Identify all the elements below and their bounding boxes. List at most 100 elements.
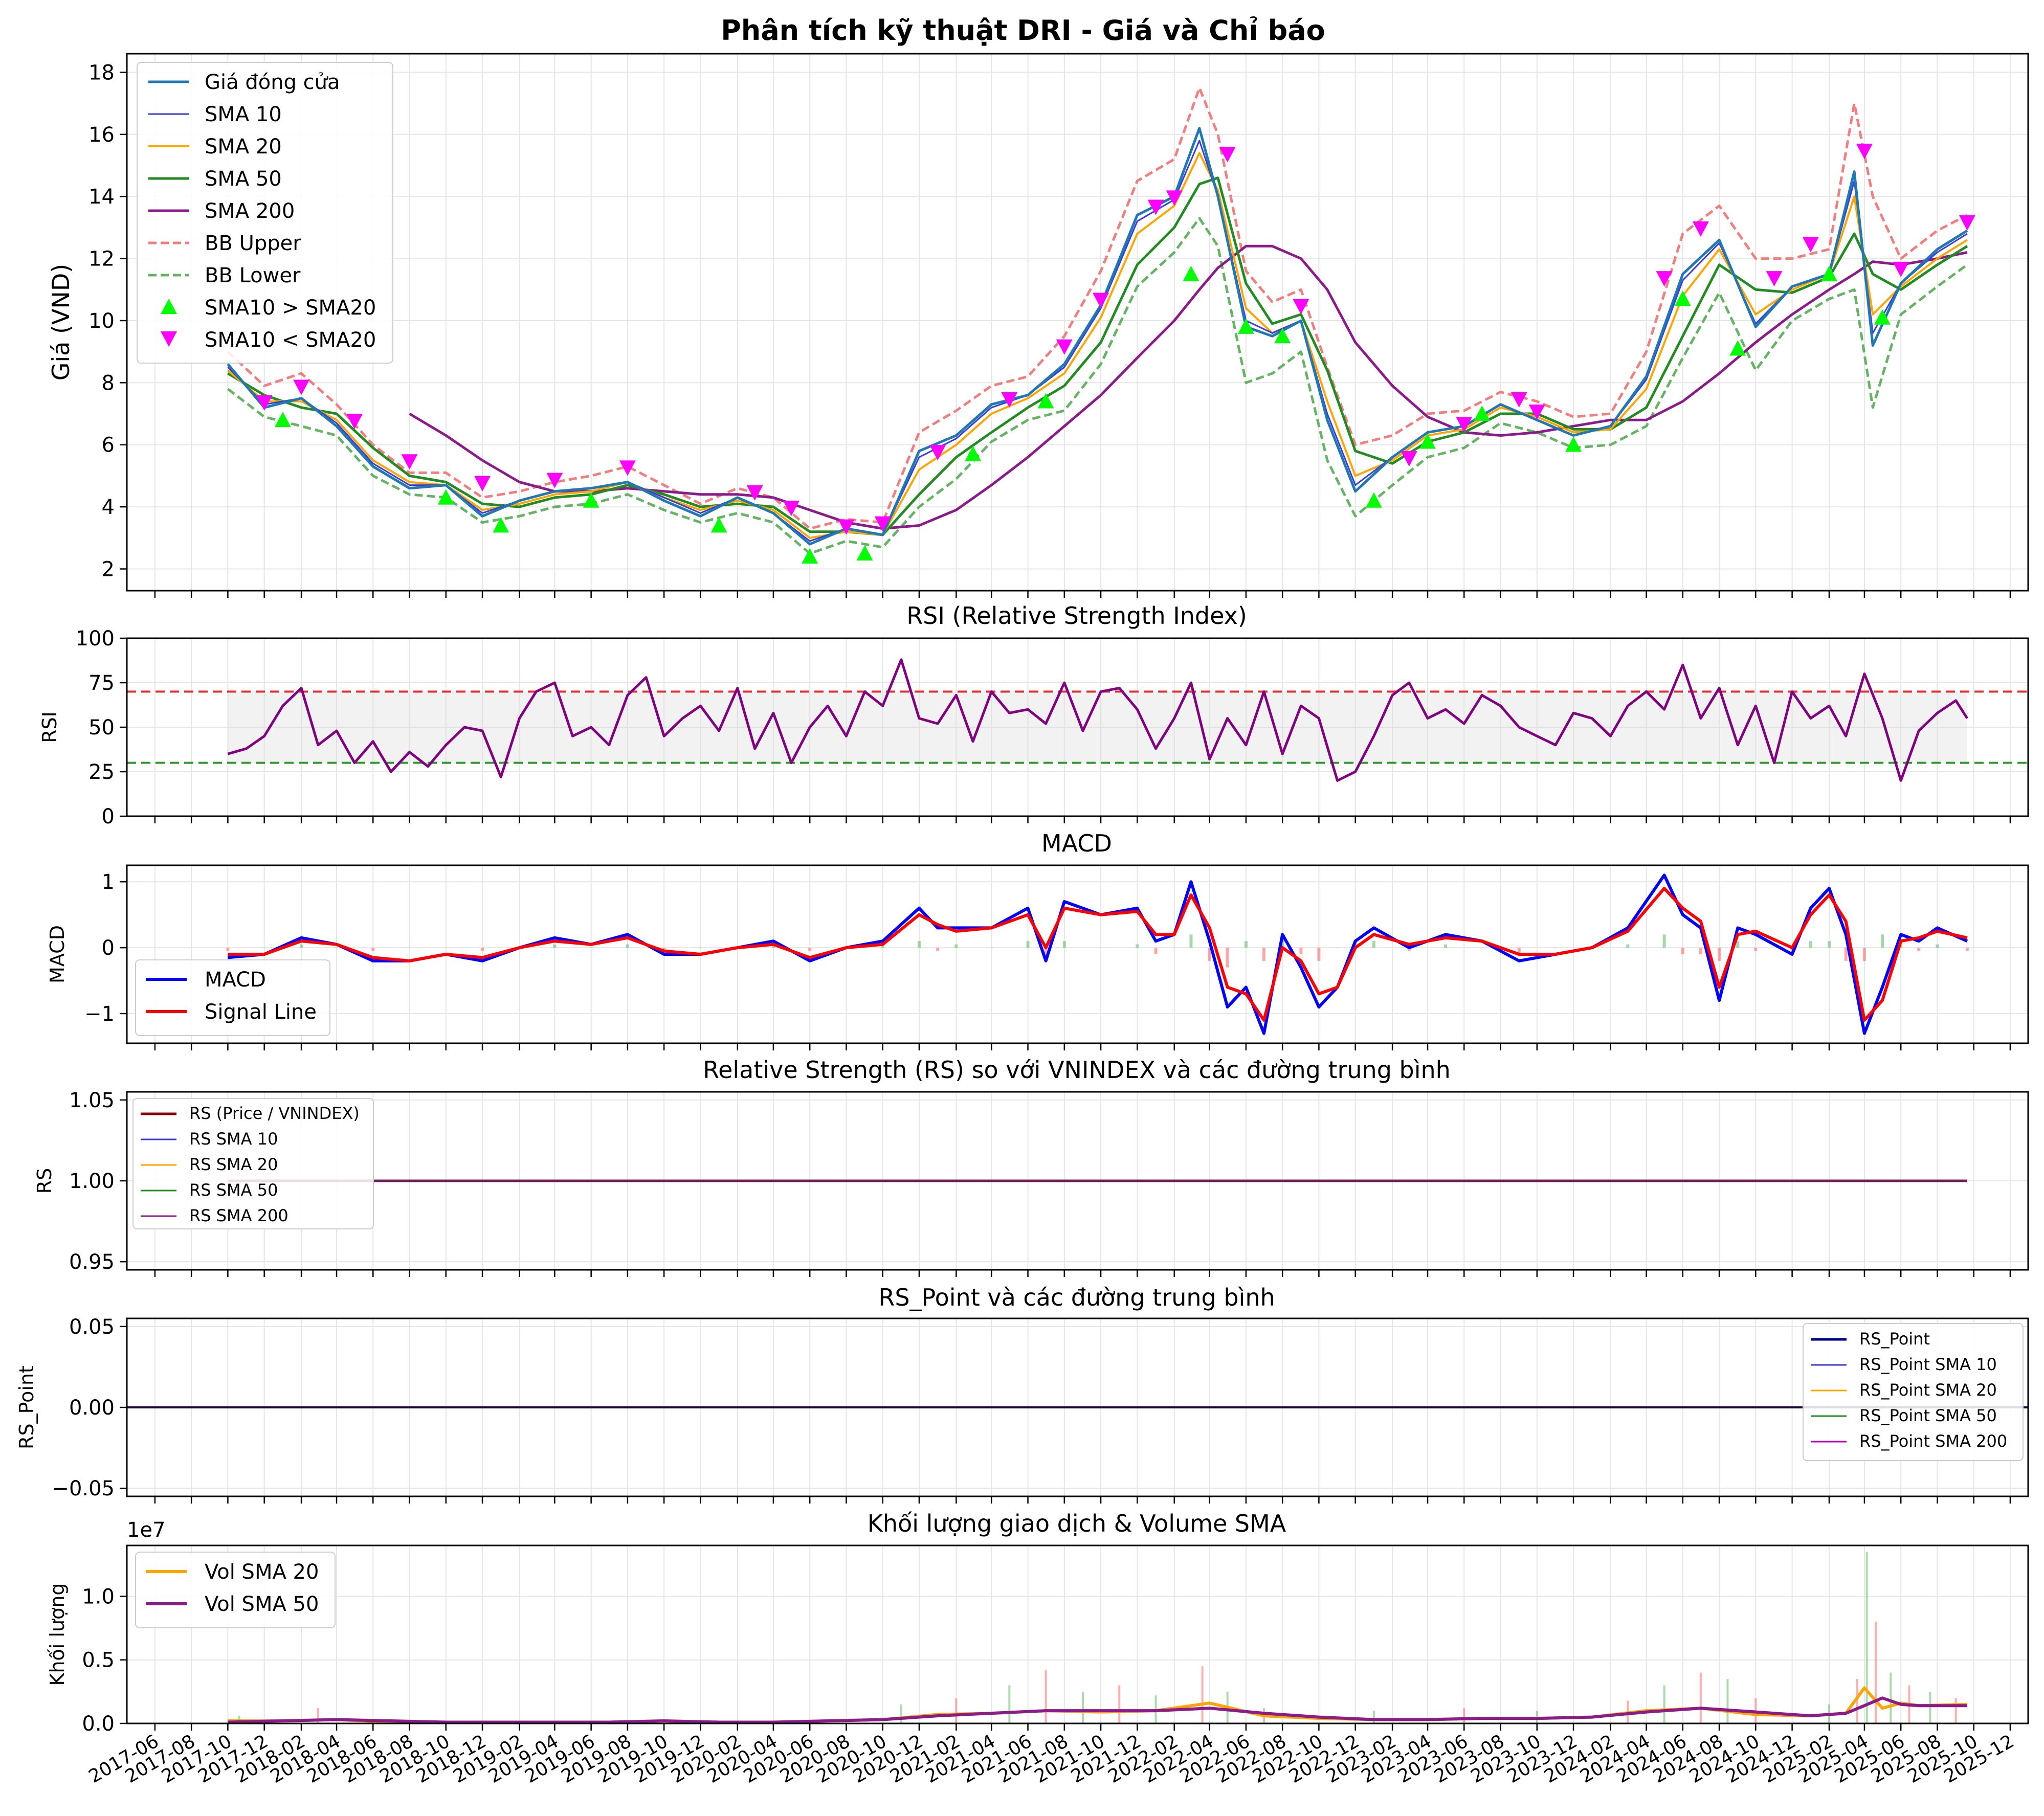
sell-signal-marker [1147,199,1164,215]
sell-signal-marker [401,454,418,470]
buy-signal-marker [1274,328,1291,344]
macd-histogram-bar [1718,948,1721,961]
legend-rs-point-sma10: RS_Point SMA 10 [1859,1355,1997,1374]
macd-histogram-bar [371,948,375,951]
volume-panel: Khối lượng giao dịch & Volume SMA 1e7 0.… [46,1510,2029,1736]
legend-bb-upper: BB Upper [205,232,301,255]
volume-bar [1890,1672,1892,1723]
sell-signal-marker [546,473,563,488]
series-bb-lower [227,217,1968,555]
legend-sma20: SMA 20 [205,135,282,159]
macd-histogram-bar [1262,948,1265,961]
buy-signal-marker [1237,318,1254,334]
y-tick-label: 50 [88,716,115,739]
sell-signal-marker [1293,299,1309,315]
y-tick-label: 0 [102,805,115,828]
sell-signal-marker [474,476,491,491]
volume-bar [1954,1698,1957,1723]
macd-histogram-bar [1917,948,1921,951]
volume-bar [1082,1691,1084,1723]
buy-signal-marker [965,445,982,461]
legend-rs-point-sma20: RS_Point SMA 20 [1859,1380,1997,1400]
macd-histogram-bar [553,944,557,948]
rsi-ylabel: RSI [38,711,61,743]
macd-histogram-bar [1317,948,1321,961]
macd-histogram-bar [1062,941,1066,948]
rs-title: Relative Strength (RS) so với VNINDEX và… [703,1056,1451,1084]
series-macd [228,873,1968,1035]
y-tick-label: 1.0 [82,1585,115,1608]
rsi-title: RSI (Relative Strength Index) [906,602,1247,630]
y-tick-label: 14 [88,185,115,209]
buy-signal-marker [1674,290,1691,306]
buy-signal-marker [274,411,291,427]
volume-bar [1726,1679,1729,1723]
macd-histogram-bar [917,941,921,948]
macd-histogram-bar [1026,941,1030,948]
sell-signal-marker [1959,215,1975,231]
price-panel: 2 4 6 8 10 12 14 16 18 Giá (VND) Giá đóng cửa SM… [47,53,2029,598]
y-tick-label: 4 [102,496,115,519]
macd-histogram-bar [1444,944,1448,948]
volume-bar [1118,1685,1121,1723]
series-sma20 [227,152,1968,539]
buy-signal-marker [1183,265,1199,281]
sell-signal-marker [1166,190,1183,206]
y-tick-label: 12 [88,248,115,271]
macd-histogram-bar [1828,941,1831,948]
legend-rs-sma20: RS SMA 20 [189,1155,278,1174]
macd-histogram-bar [1407,948,1411,951]
legend-vol20: Vol SMA 20 [205,1560,319,1584]
buy-signal-marker [856,545,873,561]
rs-legend: RS (Price / VNINDEX) RS SMA 10 RS SMA 20… [132,1098,374,1229]
legend-sma10: SMA 10 [205,103,282,126]
sell-signal-marker [1001,392,1018,408]
macd-histogram-bar [1965,948,1969,951]
sell-signal-marker [1528,405,1545,420]
y-tick-label: 6 [102,434,115,457]
sell-signal-marker [1456,417,1473,433]
buy-signal-marker [1821,265,1838,281]
macd-histogram-bar [1189,934,1193,948]
volume-bar [955,1698,958,1723]
volume-bar [1045,1670,1047,1723]
macd-histogram-bar [1626,944,1630,948]
y-tick-label: 0.0 [82,1712,115,1736]
legend-close: Giá đóng cửa [205,71,340,94]
macd-histogram-bar [936,948,940,951]
macd-histogram-bar [626,944,629,948]
macd-histogram-bar [1809,941,1812,948]
y-tick-label: −0.05 [52,1477,115,1500]
rs-ylabel: RS [33,1168,56,1194]
buy-signal-marker [437,489,454,505]
y-tick-label: 1 [102,870,115,894]
volume-bar [900,1704,902,1723]
buy-signal-marker [1729,340,1746,356]
macd-legend: MACD Signal Line [135,959,330,1036]
volume-bar [1875,1622,1877,1723]
macd-histogram-bar [1880,934,1884,948]
macd-histogram-bar [662,948,666,951]
macd-histogram-bar [1299,948,1303,954]
y-tick-label: 0.00 [69,1396,115,1420]
volume-bar [1699,1672,1702,1723]
sell-signal-marker [1692,221,1709,237]
sell-signal-marker [1093,293,1109,308]
legend-rs-sma50: RS SMA 50 [189,1180,278,1200]
macd-histogram-bar [1844,948,1848,961]
rs-point-ylabel: RS_Point [15,1365,38,1449]
price-axes-frame [126,53,2029,592]
y-tick-label: 0.5 [82,1649,115,1672]
figure-title: Phân tích kỹ thuật DRI - Giá và Chỉ báo [721,14,1325,47]
legend-vol50: Vol SMA 50 [205,1593,319,1616]
y-tick-label: 0.05 [69,1315,115,1339]
macd-histogram-bar [481,948,484,951]
sell-signal-marker [929,445,946,461]
y-tick-label: 18 [88,61,115,84]
series-rsi [227,658,1969,782]
sell-signal-marker [346,414,363,430]
sell-signal-marker [1656,271,1673,287]
macd-histogram-bar [1208,948,1211,961]
buy-signal-marker [493,517,509,533]
